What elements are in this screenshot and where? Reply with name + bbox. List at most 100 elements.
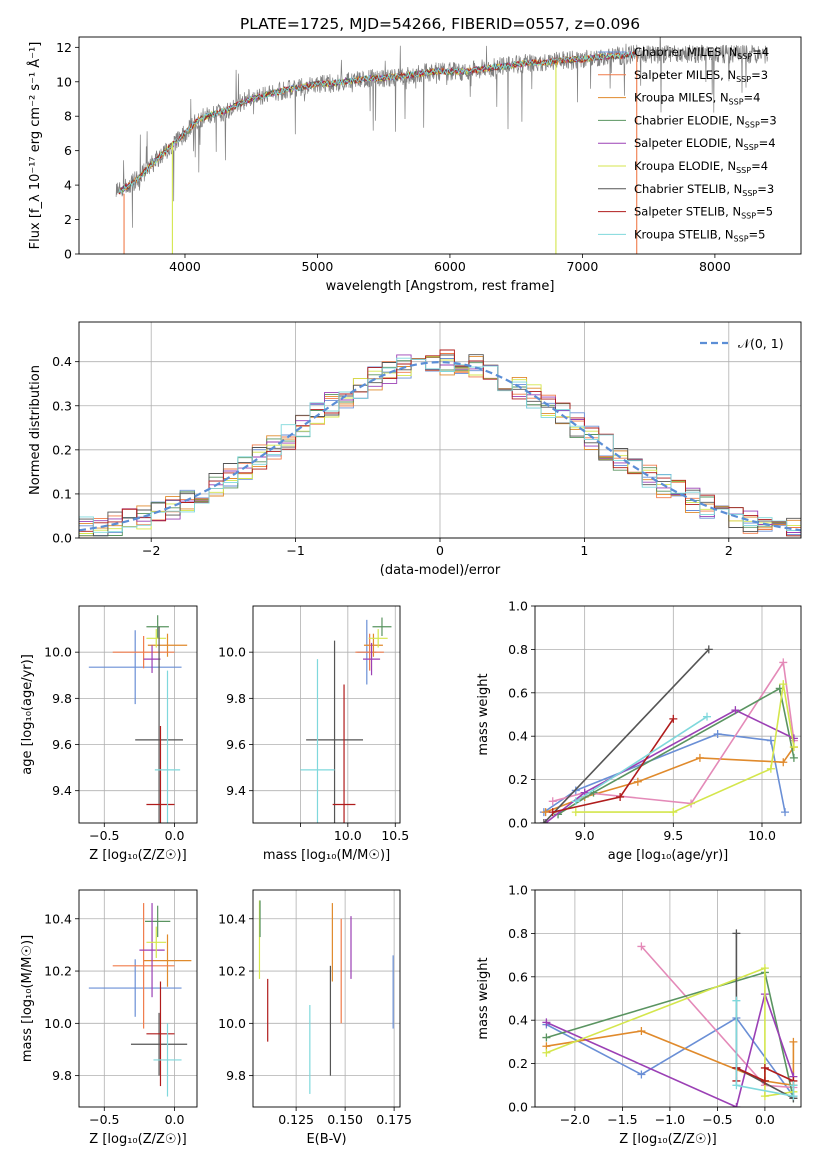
legend-label-8: Kroupa STELIB, NSSP=5 [634, 227, 765, 243]
residuals-xtick-label: 2 [725, 543, 733, 558]
mass-weight-vs-age-ytick-label: 0.0 [508, 816, 528, 831]
mass-vs-EBV-ytick-label: 10.0 [218, 1016, 246, 1031]
residuals-legend-label: 𝒩(0, 1) [738, 336, 784, 351]
age-vs-Z-xtick-label: 0.0 [165, 828, 185, 843]
mass-weight-vs-age-series-marker [781, 808, 790, 817]
age-vs-Z-xlabel: Z [log₁₀(Z/Z☉)] [89, 848, 186, 863]
mass-vs-Z-xtick-label: −0.5 [89, 1112, 119, 1127]
spectrum-axes: 4000 5000 6000 7000 8000 0 2 4 6 8 10 12 wavelength … [27, 40, 731, 294]
mass-vs-EBV-xtick-label: 0.150 [327, 1112, 363, 1127]
residuals-frame [78, 321, 802, 539]
residual-histogram-8 [79, 357, 801, 537]
legend-label-1: Salpeter MILES, NSSP=3 [634, 68, 768, 84]
age-vs-Z-ytick-label: 9.8 [52, 691, 72, 706]
mass-weight-vs-age-ytick-label: 0.2 [508, 772, 528, 787]
mass-weight-vs-Z-series-marker [542, 1048, 551, 1057]
age-vs-mass-xlabel: mass [log₁₀(M/M☉)] [263, 848, 390, 863]
residuals-axes: −2 −1 0 1 2 0.0 0.1 0.2 0.3 0.4 (data-model)/error… [28, 322, 801, 578]
mass-weight-vs-Z-series-marker [732, 996, 741, 1005]
residuals-ytick-label: 0.0 [52, 531, 72, 546]
mass-weight-vs-age-series-marker [571, 808, 580, 817]
mass-weight-vs-age-ytick-label: 0.8 [508, 642, 528, 657]
residuals-xtick-label: −2 [142, 543, 160, 558]
mass-weight-vs-age-series-marker [713, 730, 722, 739]
mass-weight-vs-Z-xtick-label: 0.0 [755, 1112, 775, 1127]
mass-vs-EBV-ytick-label: 10.2 [218, 964, 246, 979]
mass-weight-vs-age-series-marker [779, 758, 788, 767]
mass-weight-vs-age-series-line-5 [575, 683, 795, 813]
mass-weight-vs-Z-ylabel: mass weight [476, 957, 491, 1039]
mass-weight-vs-age-series-marker [704, 645, 713, 654]
mass-vs-EBV-ytick-label: 9.8 [226, 1068, 246, 1083]
spectrum-frame [78, 36, 802, 255]
residuals-ylabel: Normed distribution [28, 365, 43, 495]
mass-weight-vs-Z-series-marker [789, 1092, 798, 1101]
observed-spectrum-line [115, 37, 768, 228]
mass-vs-EBV-xlabel: E(B-V) [306, 1132, 346, 1147]
age-vs-Z-ytick-label: 10.0 [44, 645, 72, 660]
mass-weight-vs-Z-ytick-label: 1.0 [508, 883, 528, 898]
mass-weight-vs-Z-series-marker [637, 942, 646, 951]
age-vs-Z-xtick-label: −0.5 [89, 828, 119, 843]
mass-weight-vs-Z-series-marker [732, 929, 741, 938]
mass-vs-Z-ytick-label: 9.8 [52, 1068, 72, 1083]
spectrum-ytick-label: 8 [64, 109, 72, 124]
age-vs-mass-xtick-label: 10.0 [334, 828, 362, 843]
mass-weight-vs-age-series-marker [539, 819, 548, 823]
mass-weight-vs-Z-series-line-8 [735, 1000, 795, 1098]
legend-label-4: Salpeter ELODIE, NSSP=4 [634, 136, 776, 152]
spectrum-plot [115, 37, 768, 254]
mass-weight-vs-age-series-marker [541, 808, 550, 817]
mass-weight-vs-Z-series-marker [760, 1076, 769, 1085]
legend-label-7: Salpeter STELIB, NSSP=5 [634, 205, 773, 221]
mass-vs-Z-ytick-label: 10.2 [44, 964, 72, 979]
mass-weight-vs-Z-series-marker [760, 1092, 769, 1101]
mass-weight-vs-age-xtick-label: 10.0 [748, 828, 776, 843]
mass-vs-EBV-xtick-label: 0.175 [376, 1112, 412, 1127]
mass-vs-Z-frame [78, 889, 198, 1108]
mass-vs-EBV-plot [258, 900, 394, 1094]
age-vs-mass-ytick-label: 9.6 [226, 737, 246, 752]
mass-weight-vs-Z-ytick-label: 0.2 [508, 1056, 528, 1071]
age-vs-Z-ylabel: age [log₁₀(age/yr)] [20, 654, 35, 775]
mass-weight-vs-age-series-marker [731, 706, 740, 715]
mass-weight-vs-Z-series-marker [732, 1103, 741, 1107]
residuals-xtick-label: 0 [436, 543, 444, 558]
mass-weight-vs-Z-ytick-label: 0.0 [508, 1100, 528, 1115]
spectrum-ytick-label: 12 [56, 40, 72, 55]
mass-vs-EBV-xtick-label: 0.125 [278, 1112, 314, 1127]
residuals-ytick-label: 0.4 [52, 354, 72, 369]
spectrum-ytick-label: 0 [64, 247, 72, 262]
mass-weight-vs-Z-ytick-label: 0.6 [508, 969, 528, 984]
mass-weight-vs-Z-xtick-label: −2.0 [560, 1112, 590, 1127]
mass-weight-vs-Z-series-marker [760, 1063, 769, 1072]
age-vs-mass-ytick-label: 9.8 [226, 691, 246, 706]
mass-weight-vs-age-series-marker [789, 743, 798, 752]
age-vs-Z-ytick-label: 9.6 [52, 737, 72, 752]
spectrum-title: PLATE=1725, MJD=54266, FIBERID=0557, z=0… [240, 15, 640, 33]
spectrum-ytick-label: 6 [64, 143, 72, 158]
age-vs-mass-ytick-label: 9.4 [226, 783, 246, 798]
mass-weight-vs-Z-series-marker [789, 1081, 798, 1090]
mass-weight-vs-age-series-marker [766, 736, 775, 745]
spectrum-xtick-label: 5000 [302, 259, 334, 274]
legend-label-2: Kroupa MILES, NSSP=4 [634, 91, 760, 107]
mass-vs-Z-xlabel: Z [log₁₀(Z/Z☉)] [89, 1132, 186, 1147]
mass-weight-vs-Z-series-marker [789, 1037, 798, 1046]
residuals-ytick-label: 0.1 [52, 486, 72, 501]
legend-label-6: Chabrier STELIB, NSSP=3 [634, 182, 774, 198]
mass-weight-vs-age-series-marker [548, 797, 557, 806]
mass-weight-vs-Z-series-line-4 [546, 991, 795, 1107]
spectrum-xlabel: wavelength [Angstrom, rest frame] [326, 279, 555, 294]
mass-vs-Z-ylabel: mass [log₁₀(M/M☉)] [20, 935, 35, 1062]
age-vs-mass-frame [252, 605, 401, 824]
mass-weight-vs-age-series-marker [703, 712, 712, 721]
mass-weight-vs-age-series-marker [779, 658, 788, 667]
mass-weight-vs-Z-series-marker [732, 1081, 741, 1090]
mass-weight-vs-Z-ytick-label: 0.4 [508, 1013, 528, 1028]
mass-weight-vs-age-xtick-label: 9.5 [663, 828, 683, 843]
mass-weight-vs-age-ytick-label: 0.4 [508, 729, 528, 744]
mass-weight-vs-age-xtick-label: 9.0 [575, 828, 595, 843]
age-vs-mass-axes: 10.0 10.5 9.4 9.6 9.8 10.0 mass [log₁₀(M/M☉)] [218, 606, 409, 863]
mass-weight-vs-age-series-marker [571, 797, 580, 806]
